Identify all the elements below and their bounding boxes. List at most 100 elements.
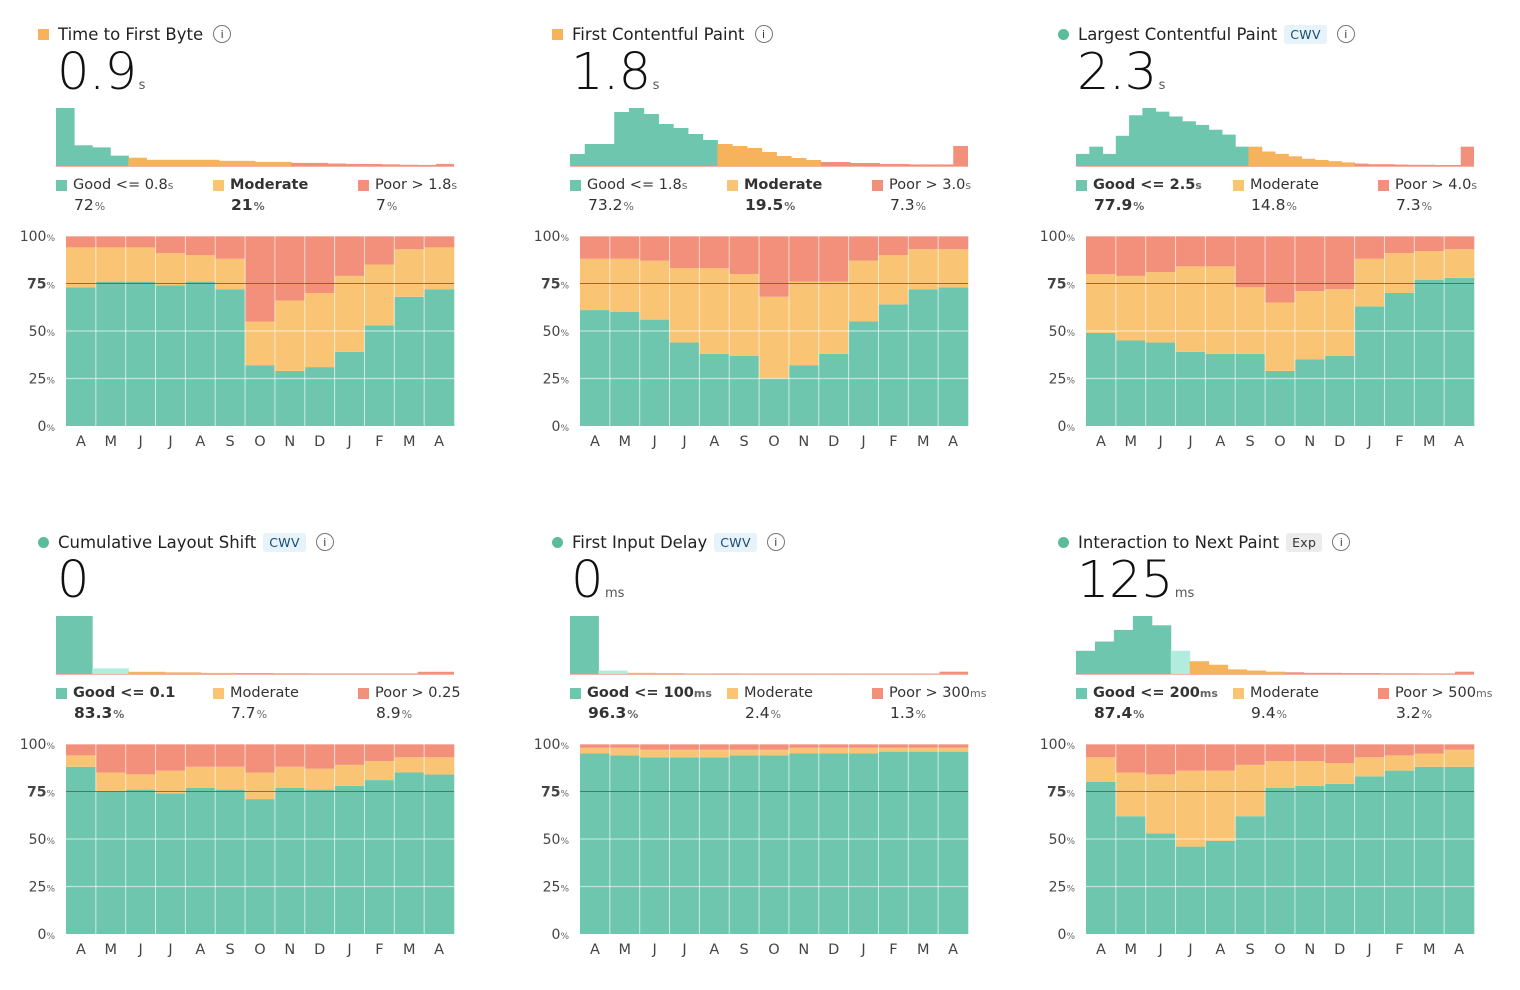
stacked-bar-segment <box>1115 236 1146 276</box>
histogram-bar <box>1303 672 1323 674</box>
y-tick-label: 75% <box>27 785 55 801</box>
stacked-bar-segment <box>609 755 640 934</box>
stacked-bar-segment <box>639 236 670 261</box>
legend-swatch <box>727 687 738 699</box>
legend-value-row: 77.9% <box>1094 196 1202 214</box>
y-tick-label: 75% <box>541 277 569 293</box>
stacked-bar-segment <box>1354 744 1385 758</box>
legend-label-row: Good <= 0.1 <box>56 685 175 701</box>
stacked-bar-segment <box>155 793 186 934</box>
x-tick-label: A <box>434 434 444 450</box>
legend-item: Poor > 3.0 s 7.3% <box>872 177 971 214</box>
x-tick-label: J <box>651 942 656 958</box>
info-icon[interactable]: i <box>213 25 232 43</box>
legend-value: 96.3 <box>588 704 627 722</box>
x-tick-label: N <box>284 434 295 450</box>
x-tick-label: A <box>590 434 600 450</box>
info-icon[interactable]: i <box>315 533 334 551</box>
x-tick-label: J <box>651 434 656 450</box>
legend-value: 73.2 <box>588 196 623 214</box>
x-tick-label: D <box>828 942 839 958</box>
x-tick-label: A <box>434 942 444 958</box>
stacked-bar-segment <box>639 749 670 758</box>
legend-item: Poor > 0.25 8.9% <box>358 685 461 722</box>
info-icon[interactable]: i <box>1336 25 1355 43</box>
legend-label-row: Poor > 500 ms <box>1378 685 1492 701</box>
stacked-bar-segment <box>1324 783 1355 934</box>
stacked-bar-segment <box>1175 846 1206 934</box>
histogram-bar <box>1208 129 1223 166</box>
x-tick-label: N <box>284 942 295 958</box>
stacked-bar-segment <box>788 753 820 934</box>
distribution-histogram <box>1076 108 1474 167</box>
histogram-bar <box>1460 146 1474 166</box>
histogram-bar <box>1129 115 1143 166</box>
metric-value-display: 0 <box>57 551 89 610</box>
stacked-bar-segment <box>155 253 186 286</box>
histogram-bar <box>1301 158 1316 166</box>
x-tick-label: O <box>768 942 779 958</box>
stacked-bar-segment <box>1444 744 1475 750</box>
legend-item: Poor > 500 ms 3.2% <box>1378 685 1492 722</box>
stacked-bar-segment <box>878 255 909 305</box>
histogram-bar <box>599 144 615 166</box>
histogram-bar <box>923 164 940 166</box>
histogram-bar <box>128 157 147 166</box>
stacked-bar-segment <box>1324 763 1355 784</box>
legend-label-unit: s <box>1195 178 1202 192</box>
stacked-bar-segment <box>125 236 156 248</box>
x-tick-label: M <box>105 434 118 450</box>
stacked-bar-segment <box>1115 275 1146 341</box>
stacked-bar-segment <box>1235 236 1266 288</box>
stacked-bar-segment <box>155 744 186 771</box>
histogram-bar <box>92 147 111 166</box>
stacked-bar-segment <box>304 744 335 769</box>
stacked-bar-segment <box>878 744 909 748</box>
stacked-bar-segment <box>729 744 760 750</box>
x-tick-label: A <box>590 942 600 958</box>
legend-label-row: Good <= 100 ms <box>570 685 712 701</box>
histogram-bar <box>791 158 807 166</box>
stacked-bar-segment <box>1205 840 1236 934</box>
histogram-bar <box>732 146 748 166</box>
stacked-bar-segment <box>274 300 306 371</box>
metric-unit: s <box>138 78 146 93</box>
stacked-bar-segment <box>580 310 611 426</box>
stacked-bar-segment <box>424 744 455 758</box>
info-icon[interactable]: i <box>1332 533 1351 551</box>
monthly-stacked-chart: 100% 75% 50% 25% 0% A M J J A S O N D J F M A <box>534 229 969 450</box>
legend-item: Poor > 300 ms 1.3% <box>872 685 986 722</box>
x-tick-label: N <box>798 434 809 450</box>
histogram-bar <box>146 159 166 166</box>
stacked-bar-segment <box>908 747 939 752</box>
legend-label: Moderate <box>1250 685 1319 701</box>
histogram-bar <box>56 108 75 166</box>
legend-label: Poor > 3.0 <box>889 177 966 193</box>
histogram-bar <box>820 162 836 166</box>
stacked-bar-segment <box>125 744 156 775</box>
legend-swatch <box>358 687 369 699</box>
stacked-bar-segment <box>1354 757 1385 777</box>
distribution-histogram <box>1076 616 1474 675</box>
info-icon[interactable]: i <box>766 533 785 551</box>
stacked-bar-segment <box>759 236 790 297</box>
x-tick-label: A <box>1215 942 1225 958</box>
stacked-bar-segment <box>334 351 365 426</box>
stacked-bar-segment <box>1294 236 1326 292</box>
legend-item: Good <= 2.5 s 77.9% <box>1076 177 1202 214</box>
x-tick-label: J <box>167 434 172 450</box>
legend-value-row: 87.4% <box>1094 704 1218 722</box>
info-icon[interactable]: i <box>754 25 773 43</box>
stacked-bar-segment <box>185 236 216 255</box>
legend-value-unit: % <box>1421 708 1433 721</box>
metric-panel: Time to First Byte i 0.9 s Good <= 0.8 s 72% Mo… <box>20 0 508 470</box>
legend-item: Moderate 14.8% <box>1233 177 1319 214</box>
x-tick-label: N <box>1304 942 1315 958</box>
metric-header: Cumulative Layout Shift CWV i <box>38 530 334 554</box>
x-tick-label: M <box>403 942 416 958</box>
stacked-bar-segment <box>1414 753 1445 767</box>
histogram-bar <box>435 163 454 166</box>
histogram-bar <box>805 160 822 166</box>
histogram-bar <box>128 671 166 674</box>
histogram-bar <box>92 668 129 674</box>
